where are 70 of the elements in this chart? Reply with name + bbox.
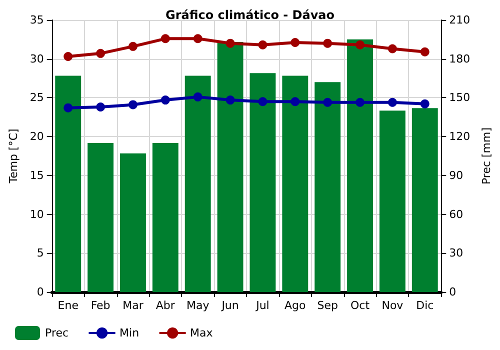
y2-tick-label: 150: [449, 91, 470, 104]
bar: [314, 82, 341, 292]
y2-tick-label: 210: [449, 14, 470, 26]
point: [193, 92, 202, 102]
x-tick-label: Jul: [255, 299, 270, 312]
y-tick-label: 20: [30, 130, 44, 144]
point: [323, 98, 332, 107]
point: [128, 42, 138, 51]
legend-label: Prec: [45, 326, 69, 340]
point: [96, 102, 106, 112]
point: [323, 38, 332, 48]
point: [64, 103, 73, 112]
x-tick-label: Dic: [416, 299, 434, 312]
y-axis-title: Temp [°C]: [7, 128, 20, 184]
y-tick-label: 25: [30, 91, 44, 104]
bar: [379, 110, 406, 292]
x-tick-label: Nov: [382, 299, 404, 312]
point: [96, 48, 106, 58]
x-tick-label: May: [186, 299, 210, 312]
point: [420, 99, 430, 108]
legend-label: Min: [120, 326, 140, 340]
bar: [152, 143, 178, 292]
bar: [184, 76, 211, 292]
point: [226, 38, 235, 48]
bar: [412, 108, 438, 292]
y-tick-label: 30: [30, 52, 44, 66]
y-tick-label: 10: [30, 208, 44, 221]
point: [388, 44, 397, 54]
bar: [120, 153, 146, 292]
x-tick-label: Jun: [220, 299, 239, 312]
x-tick-label: Mar: [122, 299, 144, 312]
x-tick-label: Ene: [58, 299, 79, 312]
bar: [55, 76, 82, 292]
y-tick-label: 0: [36, 286, 44, 298]
y2-tick-label: 60: [449, 208, 464, 221]
bar: [217, 42, 244, 292]
x-tick-label: Abr: [156, 299, 176, 312]
chart-title: Gráfico climático - Dávao: [165, 8, 335, 22]
point: [193, 34, 202, 44]
legend-label: Max: [190, 326, 214, 340]
y2-tick-label: 30: [449, 246, 464, 260]
bar: [282, 76, 308, 292]
y-tick-label: 5: [36, 246, 44, 260]
point: [356, 40, 365, 50]
y2-tick-label: 180: [449, 52, 470, 66]
y-tick-label: 35: [30, 14, 44, 26]
y-tick-label: 15: [30, 168, 44, 182]
point: [290, 97, 300, 106]
bar: [347, 39, 373, 292]
point: [258, 40, 268, 50]
point: [420, 47, 430, 56]
point: [64, 52, 73, 62]
point: [128, 100, 138, 110]
x-tick-label: Ago: [284, 299, 306, 312]
bar: [88, 143, 114, 292]
point: [388, 98, 397, 107]
x-tick-label: Sep: [317, 299, 338, 312]
x-tick-label: Oct: [350, 299, 370, 312]
y2-tick-label: 90: [449, 168, 464, 182]
point: [160, 34, 170, 44]
point: [290, 38, 300, 48]
point: [226, 96, 235, 105]
y2-axis-title: Prec [mm]: [480, 127, 493, 185]
point: [160, 96, 170, 105]
point: [258, 97, 268, 106]
bar: [250, 73, 276, 292]
x-tick-label: Feb: [90, 299, 110, 312]
y2-tick-label: 120: [449, 130, 470, 144]
point: [356, 98, 365, 107]
y2-tick-label: 0: [449, 286, 456, 298]
